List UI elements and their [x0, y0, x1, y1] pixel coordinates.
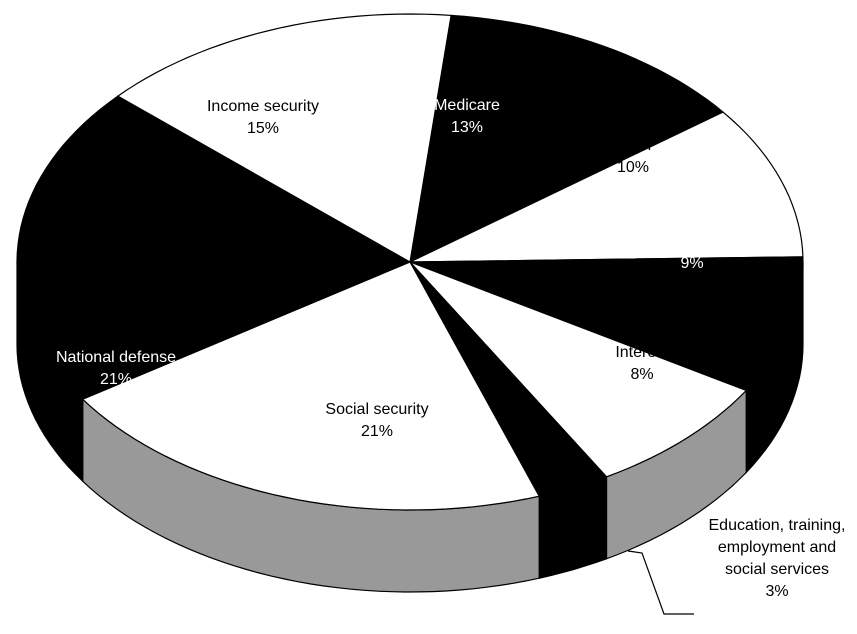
pie-slice-health	[409, 256, 804, 392]
pie-slice-education-training-employment-and-social-services	[409, 261, 608, 497]
slice-label-education-training-employment-and-social-services: Education, training, employment and social…	[709, 517, 846, 600]
pie-slice-income-security	[116, 13, 452, 263]
slice-value-national-defense: 21%	[100, 371, 132, 388]
slice-value-other: 10%	[617, 159, 649, 176]
leader-line-education	[627, 550, 694, 615]
pie-slice-other	[409, 111, 804, 263]
slice-label-social-security: Social security 21%	[325, 401, 428, 440]
leader-lines	[627, 550, 694, 615]
slice-label-medicare: Medicare 13%	[434, 97, 500, 136]
pie-slice-medicare	[409, 14, 725, 264]
pie-slice-interest	[409, 261, 748, 478]
slice-labels: Medicare 13% Other 10% Health 9% Interest 8% Edu…	[56, 97, 846, 600]
slice-value-interest: 8%	[630, 366, 653, 383]
pie-slices	[16, 13, 804, 511]
slice-label-national-defense: National defense 21%	[56, 349, 176, 388]
slice-value-income-security: 15%	[247, 120, 279, 137]
slice-value-education-training-employment-and-social-services: 3%	[765, 583, 788, 600]
pie-slice-social-security	[81, 261, 541, 511]
slice-value-social-security: 21%	[361, 423, 393, 440]
slice-label-income-security: Income security 15%	[207, 98, 319, 137]
slice-label-other: Other 10%	[613, 137, 654, 176]
slice-value-medicare: 13%	[451, 119, 483, 136]
pie-sides	[16, 261, 804, 593]
slice-value-health: 9%	[680, 255, 703, 272]
pie-slice-national-defense	[16, 95, 412, 400]
slice-label-interest: Interest 8%	[615, 344, 669, 383]
slice-label-health: Health 9%	[669, 233, 715, 272]
